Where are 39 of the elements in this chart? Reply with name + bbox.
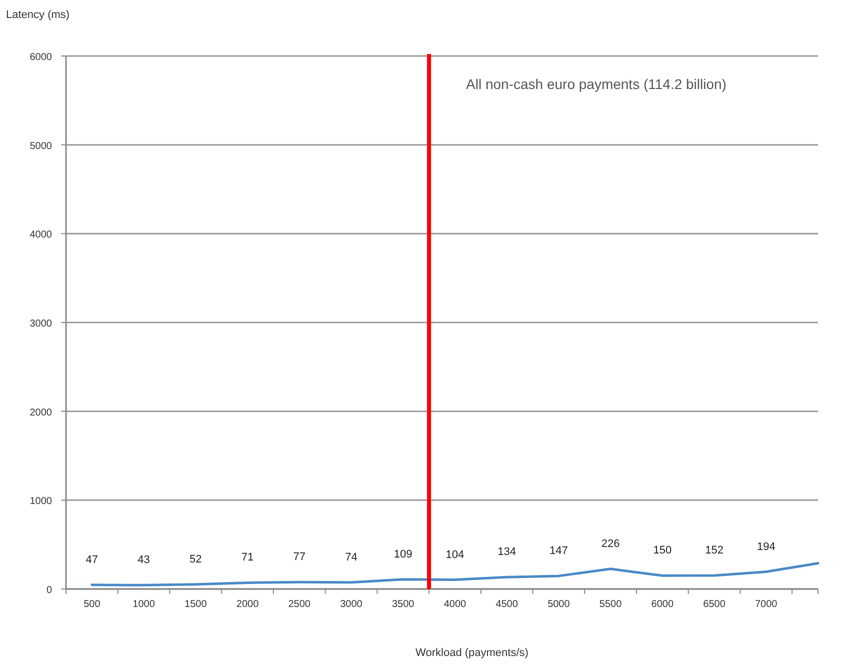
data-label: 109 xyxy=(394,548,412,560)
y-tick-label: 1000 xyxy=(30,496,52,508)
data-label: 194 xyxy=(756,540,776,553)
x-tick-label: 4500 xyxy=(496,599,518,610)
data-label: 104 xyxy=(446,548,464,561)
x-tick-label: 1500 xyxy=(184,599,208,610)
data-label: 43 xyxy=(138,554,150,566)
data-label: 226 xyxy=(601,538,620,550)
ref-line-label: All non-cash euro payments (114.2 billion) xyxy=(466,76,726,92)
data-label: 71 xyxy=(241,552,254,564)
x-tick-label: 6000 xyxy=(651,599,674,610)
y-tick-label: 4000 xyxy=(30,230,52,241)
data-label: 147 xyxy=(550,544,568,557)
y-axis-title: Latency (ms) xyxy=(6,9,70,21)
y-tick-label: 5000 xyxy=(30,140,52,152)
x-tick-label: 1000 xyxy=(132,599,156,610)
x-axis-title: Workload (payments/s) xyxy=(416,647,528,659)
data-label: 134 xyxy=(498,546,516,558)
x-tick-label: 2500 xyxy=(288,599,311,610)
x-tick-label: 5000 xyxy=(548,599,570,610)
x-tick-label: 5500 xyxy=(599,599,622,610)
x-tick-label: 500 xyxy=(84,599,101,610)
x-tick-label: 6500 xyxy=(703,599,726,610)
x-tick-label: 4000 xyxy=(444,599,467,610)
x-tick-label: 7000 xyxy=(755,599,778,610)
y-tick-label: 3000 xyxy=(30,318,52,330)
y-tick-label: 2000 xyxy=(30,407,52,418)
data-label: 74 xyxy=(345,551,358,564)
data-label: 150 xyxy=(653,544,672,557)
y-tick-label: 6000 xyxy=(30,52,52,63)
y-tick-label: 0 xyxy=(46,585,52,596)
line-series xyxy=(90,562,820,586)
x-tick-label: 3500 xyxy=(392,599,415,610)
data-label: 47 xyxy=(86,554,98,566)
data-label: 77 xyxy=(293,551,306,564)
x-tick-label: 2000 xyxy=(236,599,260,610)
data-label: 152 xyxy=(705,544,724,556)
data-label: 52 xyxy=(190,553,202,566)
x-tick-label: 3000 xyxy=(340,599,363,610)
